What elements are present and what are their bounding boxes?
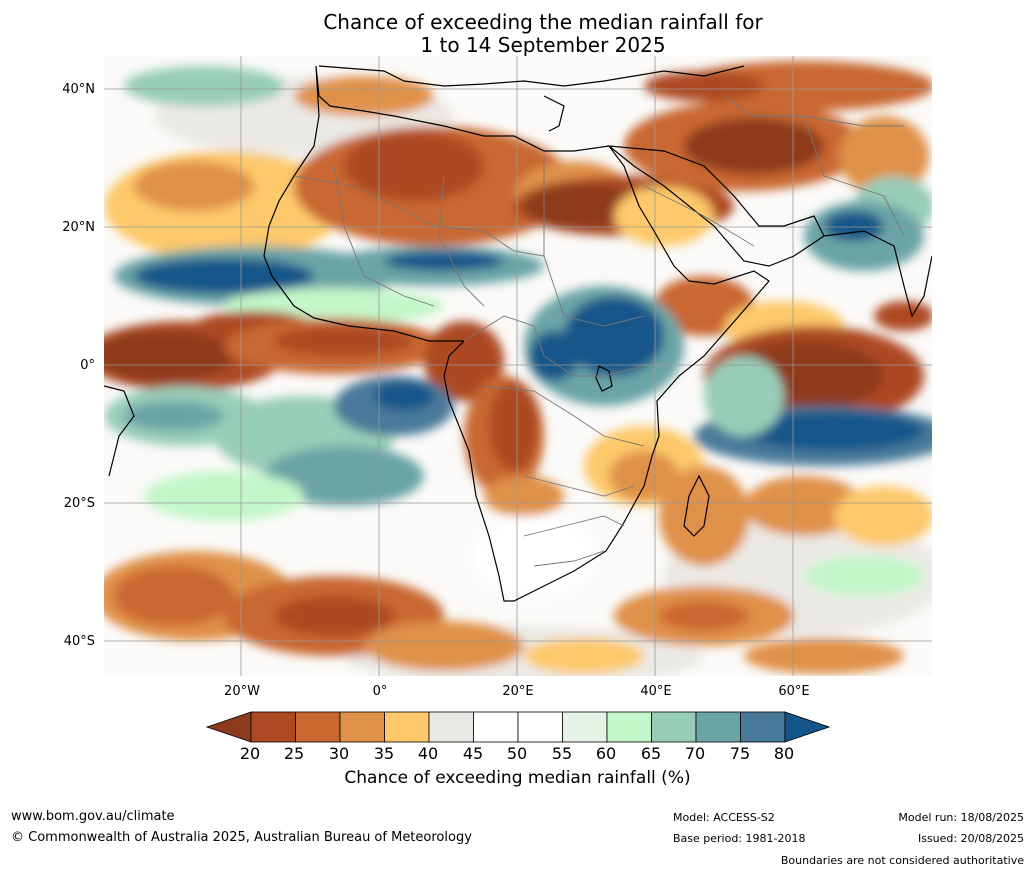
colorbar-tick-label: 40 (417, 744, 439, 763)
footer-issued: Issued: 20/08/2025 (917, 832, 1024, 845)
lat-label-20s: 20°S (63, 496, 95, 511)
colorbar-cell (517, 711, 563, 743)
coastlines (104, 65, 932, 602)
colorbar-cell (562, 711, 608, 743)
colorbar-tick-label: 60 (595, 744, 617, 763)
colorbar-tick-label: 80 (773, 744, 795, 763)
colorbar-title: Chance of exceeding median rainfall (%) (344, 768, 691, 788)
colorbar-tick-label: 20 (239, 744, 261, 763)
lon-label-20e: 20°E (502, 684, 534, 699)
colorbar-tick-label: 25 (283, 744, 305, 763)
footer-model: Model: ACCESS-S2 (673, 811, 775, 824)
colorbar-tick-label: 45 (462, 744, 484, 763)
footer-model-run: Model run: 18/08/2025 (898, 811, 1024, 824)
colorbar-cell (250, 711, 296, 743)
colorbar-cell (428, 711, 474, 743)
lat-label-40n: 40°N (62, 82, 95, 97)
map-title-line2: 1 to 14 September 2025 (420, 33, 666, 57)
graticule (104, 56, 932, 676)
colorbar-cell (384, 711, 430, 743)
map-title-line1: Chance of exceeding the median rainfall … (323, 10, 763, 34)
colorbar-tick-label: 35 (373, 744, 395, 763)
colorbar-tick-label: 50 (506, 744, 528, 763)
lat-label-0: 0° (80, 358, 95, 373)
colorbar-tick-label: 65 (640, 744, 662, 763)
footer-base-period: Base period: 1981-2018 (673, 832, 806, 845)
colorbar-tick-label: 30 (328, 744, 350, 763)
colorbar-tick-label: 75 (729, 744, 751, 763)
rainfall-probability-map (104, 56, 932, 676)
lon-label-20w: 20°W (224, 684, 260, 699)
footer-copyright: © Commonwealth of Australia 2025, Austra… (11, 830, 472, 845)
colorbar-cell (606, 711, 652, 743)
lat-label-20n: 20°N (62, 220, 95, 235)
colorbar (206, 711, 830, 743)
footer-disclaimer: Boundaries are not considered authoritat… (780, 854, 1024, 867)
colorbar-tick-label: 70 (684, 744, 706, 763)
lon-label-60e: 60°E (778, 684, 810, 699)
colorbar-over-triangle (784, 711, 830, 743)
colorbar-cell (651, 711, 697, 743)
colorbar-cell (339, 711, 385, 743)
colorbar-cell (473, 711, 519, 743)
lat-label-40s: 40°S (63, 634, 95, 649)
country-borders (293, 95, 905, 567)
colorbar-under-triangle (206, 711, 252, 743)
colorbar-tick-label: 55 (551, 744, 573, 763)
colorbar-cell (695, 711, 741, 743)
lon-label-0: 0° (372, 684, 388, 699)
footer-url: www.bom.gov.au/climate (11, 809, 175, 824)
colorbar-cell (740, 711, 786, 743)
lon-label-40e: 40°E (640, 684, 672, 699)
colorbar-cell (295, 711, 341, 743)
